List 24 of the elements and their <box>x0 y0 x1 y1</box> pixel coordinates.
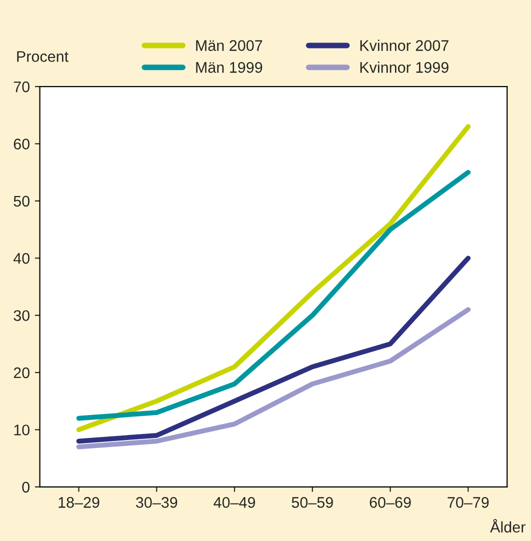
y-tick-label: 40 <box>13 253 30 264</box>
line-series <box>76 307 471 450</box>
legend-label: Kvinnor 1999 <box>360 62 448 73</box>
x-tick-label: 40–49 <box>214 497 256 508</box>
line-series <box>76 170 471 421</box>
legend-label: Män 1999 <box>196 62 262 73</box>
y-axis-title: Procent <box>17 51 68 62</box>
x-axis-title: Ålder <box>490 519 526 533</box>
y-tick-label: 60 <box>14 138 30 150</box>
legend-label: Kvinnor 2007 <box>360 40 448 51</box>
x-tick-label: 60–69 <box>370 497 411 508</box>
x-tick-label: 70–79 <box>448 497 489 508</box>
y-tick-label: 0 <box>22 482 30 493</box>
x-tick-label: 18–29 <box>58 497 100 508</box>
x-tick-label: 30–39 <box>136 497 178 508</box>
legend-label: Män 2007 <box>196 40 262 51</box>
y-tick-label: 50 <box>14 196 30 207</box>
y-tick-label: 70 <box>14 81 30 92</box>
y-tick-label: 30 <box>14 310 30 322</box>
line-series <box>76 124 471 432</box>
x-tick-label: 50–59 <box>292 497 333 508</box>
line-series <box>76 256 471 444</box>
y-tick-label: 20 <box>14 367 30 378</box>
y-tick-label: 10 <box>14 424 30 436</box>
